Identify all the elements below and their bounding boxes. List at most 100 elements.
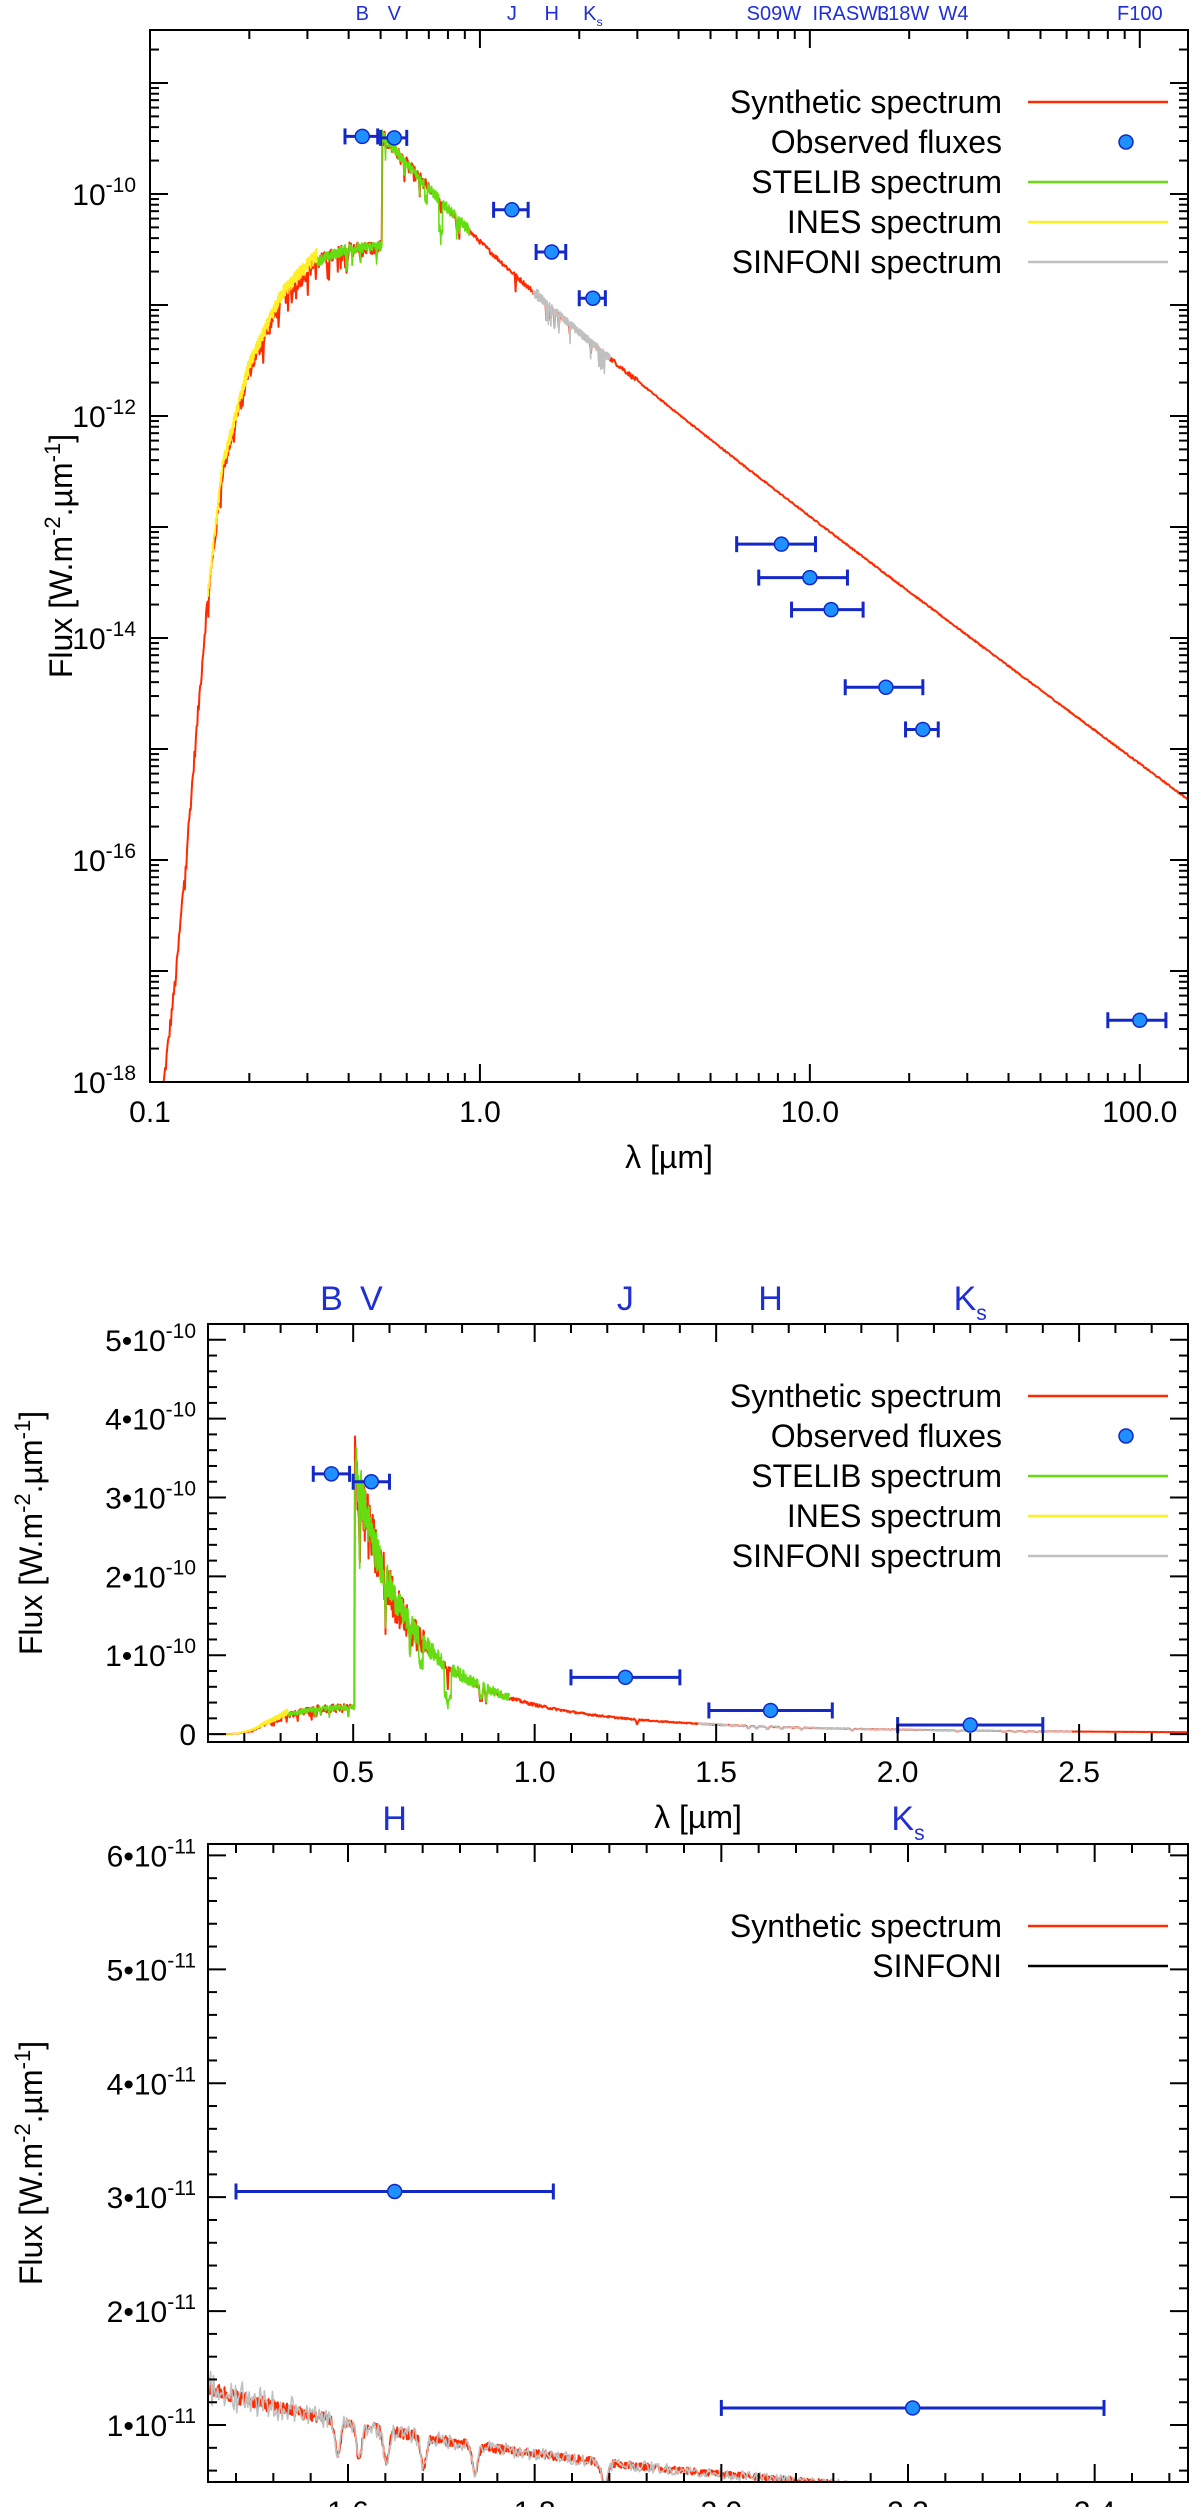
x-tick-label: 1.5: [695, 1756, 737, 1789]
legend-entry-2: Observed fluxes: [771, 124, 1134, 160]
y-tick-exponent: -11: [167, 2291, 196, 2314]
y-tick-exponent: -11: [167, 1835, 196, 1858]
y-title-sup: -1: [10, 1420, 35, 1440]
band-label-text: IRAS: [813, 3, 860, 25]
series-ines-line: [207, 248, 318, 597]
band-label-text: J: [617, 1280, 634, 1318]
y-axis: 1•10-112•10-113•10-114•10-115•10-116•10-…: [107, 1835, 1188, 2472]
y-title-part: Flux [W.m: [43, 536, 79, 678]
band-label-text: H: [758, 1280, 783, 1318]
observed-flux-point-2: [351, 1473, 391, 1490]
x-axis-title: λ [µm]: [654, 1799, 742, 1835]
series-stelib-line: [315, 129, 471, 272]
observed-flux-marker: [904, 2400, 921, 2416]
plot-frame: [207, 1323, 1189, 1743]
x-tick-label: 1.6: [327, 2496, 369, 2507]
legend-label: STELIB spectrum: [751, 1458, 1002, 1494]
y-tick-base: 10: [72, 179, 105, 212]
plot-area: [162, 128, 1188, 1082]
observed-flux-marker: [363, 1473, 380, 1490]
y-tick-label: 3•10-11: [107, 2177, 196, 2215]
band-label-text: V: [360, 1280, 383, 1318]
x-tick-label: 10.0: [781, 1096, 839, 1129]
y-tick-exponent: -12: [106, 396, 136, 419]
observed-flux-marker: [354, 128, 371, 145]
legend-label: SINFONI: [872, 1948, 1002, 1984]
legend-entry-2: Observed fluxes: [771, 1418, 1134, 1454]
legend: Synthetic spectrum SINFONI: [730, 1908, 1168, 1984]
y-tick-base: 10: [72, 623, 105, 656]
band-label-sub: s: [596, 15, 602, 29]
y-axis: 01•10-102•10-103•10-104•10-105•10-10: [105, 1320, 1188, 1752]
band-label: Ks: [891, 1800, 924, 1845]
observed-flux-point-4: [707, 1702, 834, 1719]
y-title-part: Flux [W.m: [13, 1513, 49, 1655]
legend-entry-2: SINFONI: [872, 1948, 1168, 1984]
observed-flux-marker: [823, 601, 839, 618]
y-tick-exponent: -11: [167, 1949, 196, 1972]
x-axis: 1.6 1.8 2.0 2.2 2.4: [235, 1844, 1171, 2507]
y-tick-label: 10-10: [72, 174, 136, 212]
y-tick-base: 2•10: [105, 1561, 166, 1594]
observed-flux-point-11: [1106, 1012, 1168, 1029]
legend-label: Observed fluxes: [771, 1418, 1002, 1454]
y-title-part: Flux [W.m: [13, 2143, 49, 2285]
series-stelib-line: [287, 1447, 511, 1719]
observed-flux-point-2: [719, 2399, 1106, 2416]
observed-flux-marker: [617, 1669, 634, 1686]
band-label: S09W: [747, 3, 802, 25]
band-label: W4: [938, 3, 968, 25]
band-label: B: [356, 3, 369, 25]
plot-frame: [149, 29, 1189, 1083]
band-label-text: K: [954, 1280, 977, 1318]
legend-label: Synthetic spectrum: [730, 84, 1002, 120]
y-tick-exponent: -10: [166, 1556, 196, 1579]
band-label: IRAS: [813, 3, 860, 25]
band-label-text: L18W: [877, 3, 929, 25]
observed-flux-marker: [585, 290, 601, 306]
x-axis-title: λ [µm]: [625, 1139, 713, 1175]
observed-flux-point-3: [492, 201, 530, 218]
y-tick-label: 1•10-10: [105, 1635, 196, 1673]
series-synthetic-line: [162, 130, 1188, 1082]
band-labels: H Ks: [382, 1800, 924, 1845]
band-label-text: H: [382, 1800, 407, 1838]
legend-entry-1: Synthetic spectrum: [730, 84, 1168, 120]
y-tick-exponent: -10: [166, 1320, 196, 1343]
y-tick-base: 6•10: [107, 1840, 168, 1873]
band-label: L18W: [877, 3, 929, 25]
x-tick-label: 2.5: [1058, 1756, 1100, 1789]
y-tick-exponent: -10: [106, 174, 136, 197]
x-tick-label: 2.0: [700, 2496, 742, 2507]
y-tick-base: 1•10: [105, 1640, 166, 1673]
y-title-sup: -2: [40, 516, 65, 536]
y-title-part: .µm: [13, 2069, 49, 2123]
y-title-part: ]: [13, 2041, 49, 2050]
x-tick-label: 1.8: [514, 2496, 556, 2507]
y-tick-base: 1•10: [107, 2410, 168, 2443]
band-label-text: K: [891, 1800, 914, 1838]
legend-label: Synthetic spectrum: [730, 1378, 1002, 1414]
band-label: W3: [859, 3, 889, 25]
band-label-text: F100: [1117, 3, 1163, 25]
observed-flux-point-4: [534, 244, 568, 261]
chart-panel-3: 1.61.82.02.22.41•10-112•10-113•10-114•10…: [10, 1800, 1189, 2507]
series-ines-line: [225, 1708, 289, 1735]
y-tick-label: 4•10-10: [105, 1399, 196, 1437]
legend-label: Observed fluxes: [771, 124, 1002, 160]
y-tick-base: 0: [179, 1719, 196, 1752]
band-label: V: [360, 1280, 383, 1318]
y-tick-exponent: -11: [167, 2405, 196, 2428]
legend-entry-4: INES spectrum: [787, 1498, 1168, 1534]
observed-flux-marker: [762, 1702, 779, 1719]
y-tick-exponent: -10: [166, 1635, 196, 1658]
y-title-part: ]: [43, 434, 79, 443]
observed-flux-marker: [323, 1466, 340, 1482]
y-tick-exponent: -16: [106, 840, 136, 863]
legend-entry-4: INES spectrum: [787, 204, 1168, 240]
legend-dot-symbol: [1118, 1428, 1134, 1444]
y-tick-base: 2•10: [107, 2296, 168, 2329]
band-label-text: K: [583, 3, 597, 25]
y-tick-label: 6•10-11: [107, 1835, 196, 1873]
